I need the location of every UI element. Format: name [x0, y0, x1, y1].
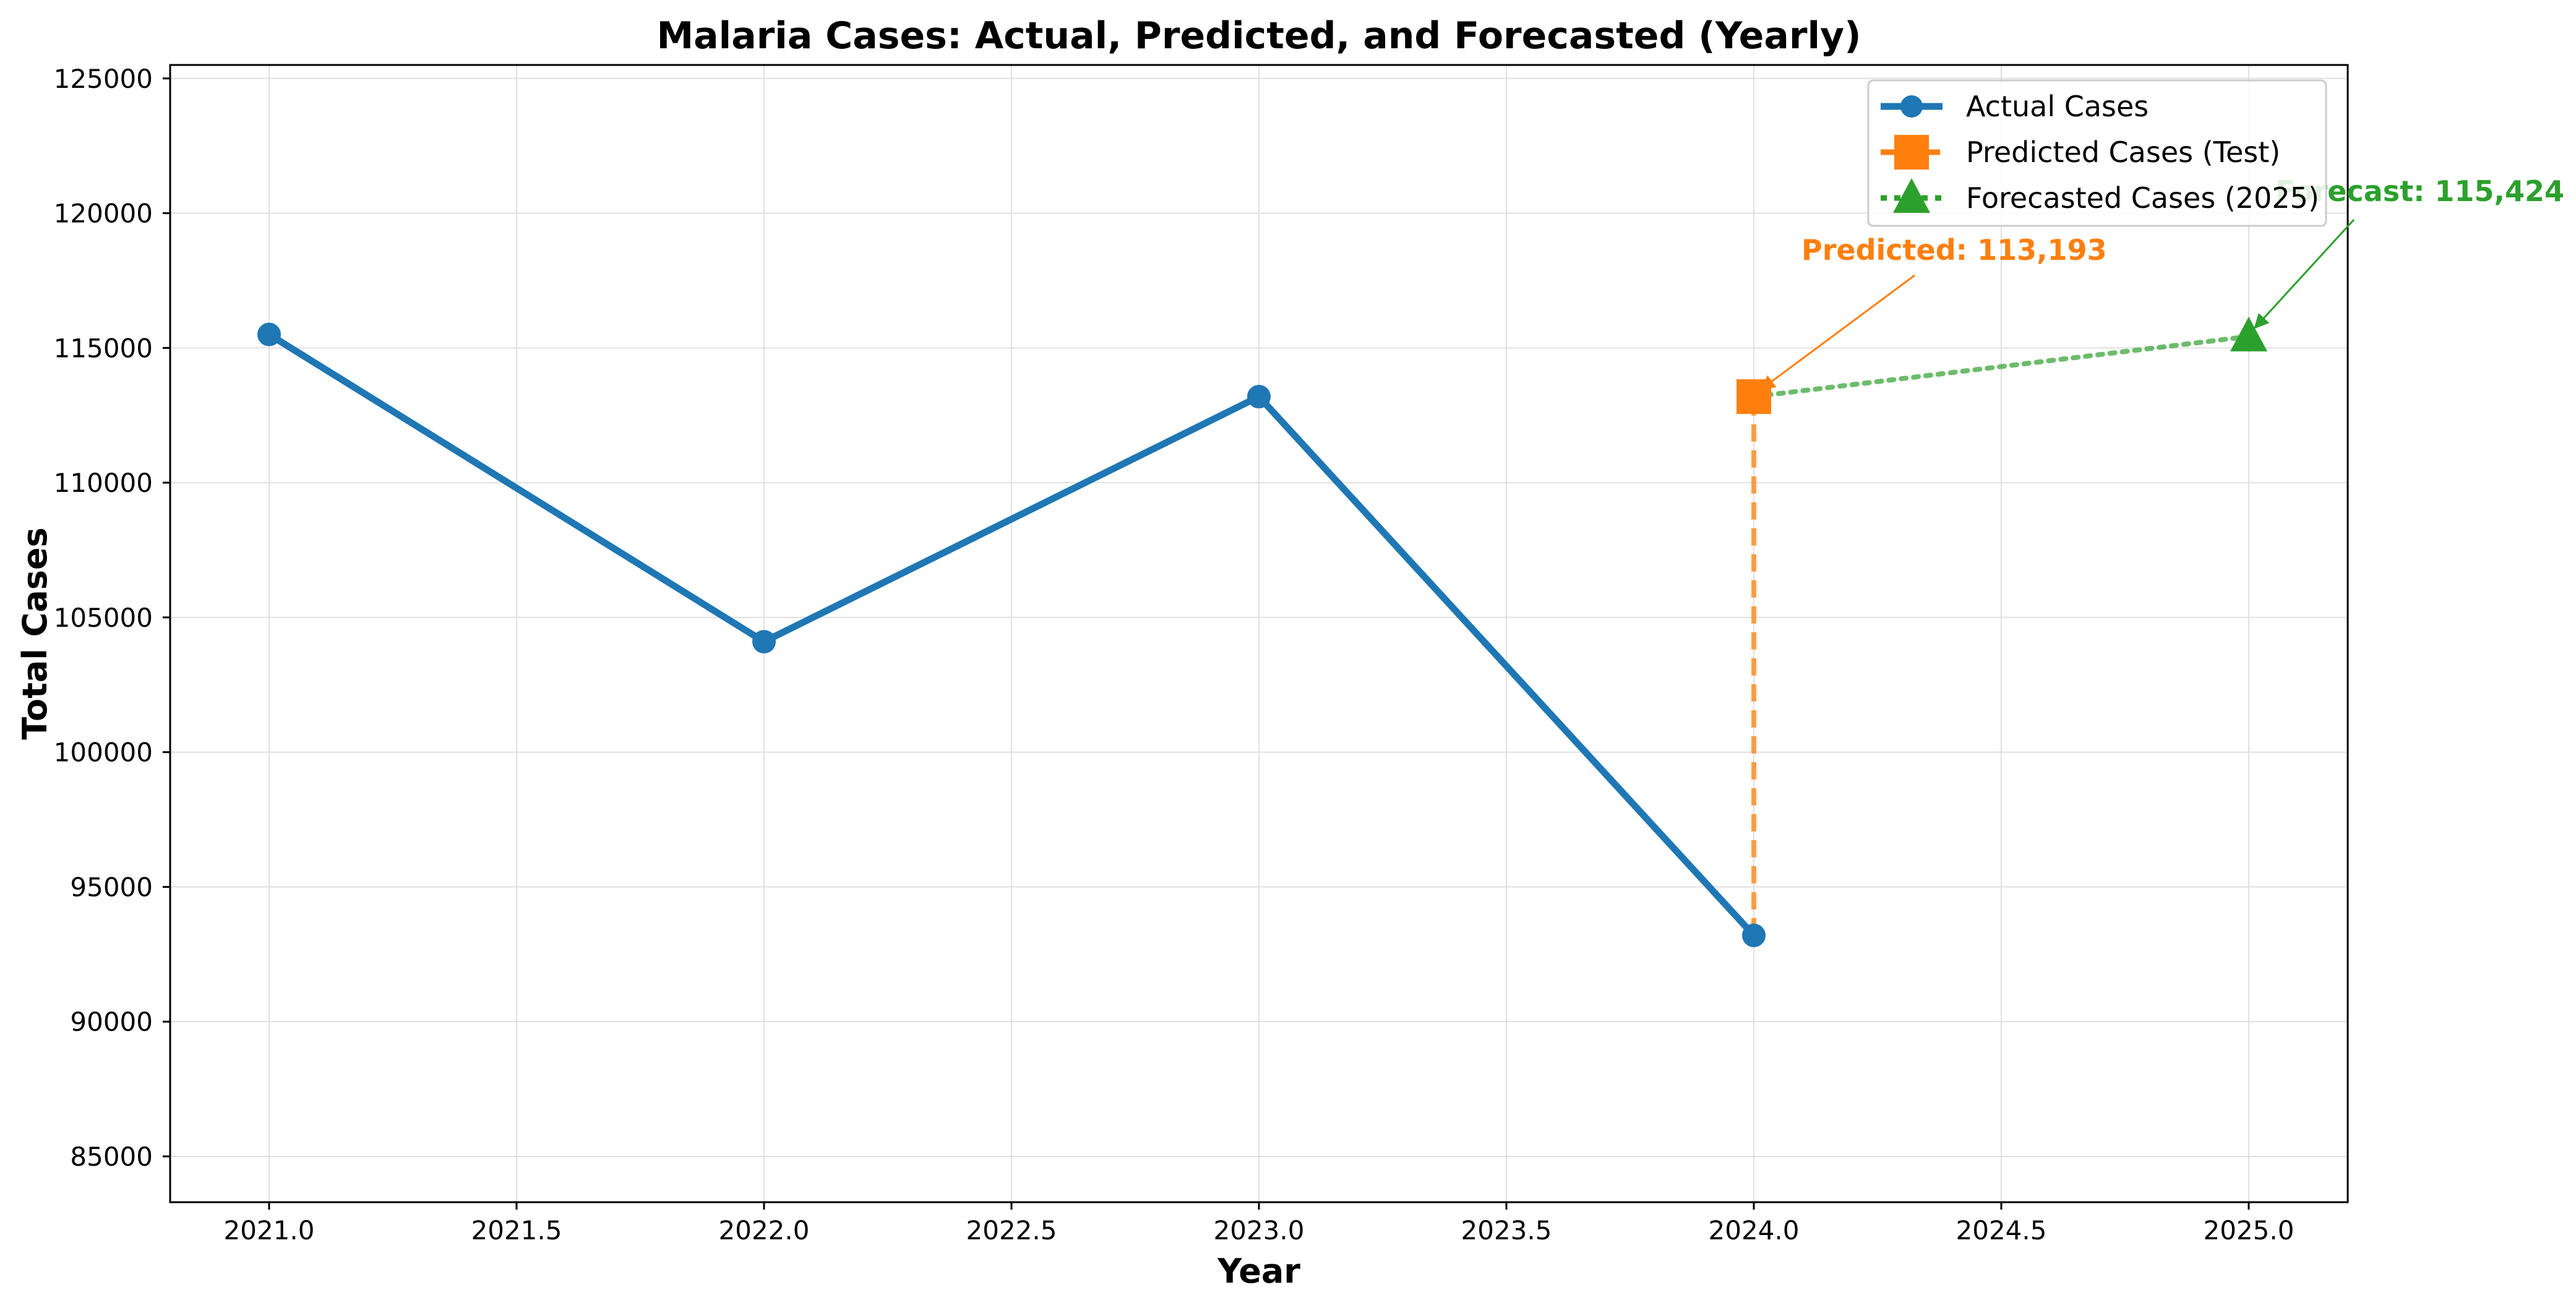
- actual-cases-point: [1247, 385, 1271, 409]
- y-tick-label: 95000: [70, 872, 153, 902]
- x-tick-label: 2024.0: [1709, 1215, 1800, 1246]
- predicted-annotation-label: Predicted: 113,193: [1801, 233, 2107, 267]
- x-axis-label: Year: [1217, 1252, 1300, 1291]
- actual-cases-point: [1742, 923, 1766, 947]
- y-tick-label: 90000: [70, 1007, 153, 1037]
- legend-label: Forecasted Cases (2025): [1966, 181, 2319, 215]
- x-tick-label: 2022.0: [719, 1215, 810, 1246]
- legend-label: Actual Cases: [1966, 90, 2149, 123]
- y-axis-ticks: 85000 90000 95000 100000 105000 110000 115000 1…: [54, 64, 170, 1172]
- legend-marker-triangle-icon: [1893, 178, 1930, 213]
- y-tick-label: 85000: [70, 1142, 153, 1172]
- actual-cases-point: [257, 322, 281, 346]
- y-tick-label: 125000: [54, 64, 153, 94]
- x-tick-label: 2021.5: [471, 1215, 562, 1246]
- y-tick-label: 100000: [54, 738, 153, 768]
- series-layer: [265, 331, 2251, 939]
- x-tick-label: 2024.5: [1956, 1215, 2047, 1246]
- markers-layer: [257, 316, 2267, 947]
- x-tick-label: 2025.0: [2204, 1215, 2295, 1246]
- series-forecast-cases-line: [1751, 333, 2251, 400]
- predicted-cases-point: [1737, 379, 1771, 415]
- x-tick-label: 2022.5: [966, 1215, 1057, 1246]
- y-axis-label: Total Cases: [15, 527, 54, 739]
- y-tick-label: 120000: [54, 199, 153, 229]
- chart-title: Malaria Cases: Actual, Predicted, and Fo…: [656, 14, 1861, 58]
- grid-lines: [170, 65, 2348, 1202]
- x-tick-label: 2021.0: [224, 1215, 315, 1246]
- legend-label: Predicted Cases (Test): [1966, 136, 2280, 169]
- actual-cases-point: [752, 630, 776, 654]
- x-axis-ticks: 2021.0 2021.5 2022.0 2022.5 2023.0 2023.5 2024…: [224, 1202, 2295, 1246]
- x-tick-label: 2023.0: [1214, 1215, 1305, 1246]
- y-tick-label: 105000: [54, 603, 153, 633]
- forecast-annotation-arrow: [2254, 218, 2355, 329]
- x-tick-label: 2023.5: [1461, 1215, 1552, 1246]
- series-actual-cases-line: [265, 331, 1758, 939]
- predicted-annotation-arrow: [1760, 274, 1915, 390]
- legend: Actual Cases Predicted Cases (Test) Foreca…: [1867, 79, 2327, 227]
- legend-marker-circle-icon: [1900, 95, 1923, 118]
- legend-box: [1867, 79, 2327, 227]
- y-tick-label: 115000: [54, 333, 153, 363]
- forecast-cases-point: [2230, 316, 2267, 351]
- legend-marker-square-icon: [1894, 135, 1929, 170]
- y-tick-label: 110000: [54, 468, 153, 498]
